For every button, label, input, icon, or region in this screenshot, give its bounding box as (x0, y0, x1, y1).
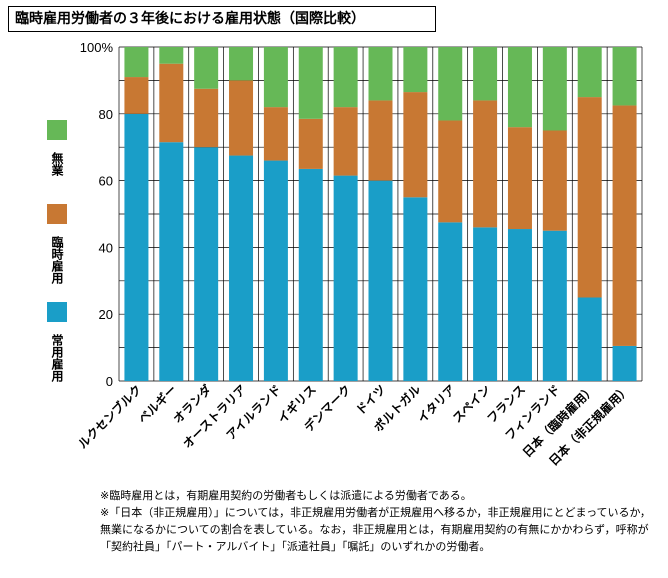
bar-segment-s1-c8 (403, 92, 428, 198)
y-tick-label: 80 (99, 107, 113, 122)
bar-segment-s2-c14 (612, 47, 637, 106)
x-tick-label: イタリア (415, 382, 459, 426)
bar-segment-s1-c3 (229, 80, 254, 156)
bar-segment-s1-c12 (542, 130, 567, 231)
bar-segment-s2-c5 (298, 47, 323, 119)
bar-segment-s1-c1 (159, 63, 184, 143)
footnote-2: ※「日本（非正規雇用）」については，非正規雇用労働者が正規雇用へ移るか，非正規雇… (100, 506, 651, 553)
bar-segment-s0-c4 (263, 160, 288, 381)
bar-segment-s2-c4 (263, 47, 288, 108)
bar-segment-s2-c9 (438, 47, 463, 121)
bar-segment-s1-c6 (333, 107, 358, 176)
bar-segment-s1-c11 (507, 127, 532, 230)
bar-segment-s0-c10 (473, 227, 498, 381)
y-axis: 0 20 40 60 80 100% (80, 40, 114, 389)
y-tick-label: 40 (99, 240, 113, 255)
bar-segment-s1-c5 (298, 118, 323, 169)
bar-segment-s1-c7 (368, 100, 393, 181)
bar-segment-s2-c11 (507, 47, 532, 128)
legend-swatch (47, 204, 67, 224)
y-tick-label: 60 (99, 174, 113, 189)
bar-segment-s2-c2 (194, 47, 219, 89)
legend-label: 無業 (50, 151, 64, 177)
bar-segment-s2-c1 (159, 47, 184, 64)
bar-segment-s1-c2 (194, 88, 219, 148)
bar-segment-s1-c4 (263, 107, 288, 161)
bar-segment-s0-c13 (577, 297, 602, 381)
bar-segment-s0-c5 (298, 168, 323, 381)
legend-swatch (47, 120, 67, 140)
bar-segment-s2-c6 (333, 47, 358, 108)
footnotes: ※臨時雇用とは，有期雇用契約の労働者もしくは派遣による労働者である。 ※「日本（… (100, 487, 660, 555)
x-tick-label: ルクセンブルク (75, 382, 145, 452)
bar-segment-s0-c12 (542, 230, 567, 381)
bar-segment-s1-c14 (612, 105, 637, 346)
legend-swatch (47, 302, 67, 322)
bar-segment-s1-c9 (438, 120, 463, 223)
stacked-bar-chart: 0 20 40 60 80 100% ルクセンブルクベルギーオランダオーストラリアアイルラ… (47, 40, 643, 469)
bar-segment-s0-c9 (438, 222, 463, 381)
y-tick-label: 0 (106, 374, 113, 389)
bar-segment-s0-c1 (159, 142, 184, 381)
bar-segment-s0-c6 (333, 175, 358, 381)
y-tick-label: 100% (80, 40, 114, 55)
bars (124, 47, 637, 382)
legend-label: 臨時雇用 (50, 235, 64, 285)
footnote-1: ※臨時雇用とは，有期雇用契約の労働者もしくは派遣による労働者である。 (100, 489, 472, 502)
bar-segment-s0-c14 (612, 345, 637, 381)
bar-segment-s2-c7 (368, 47, 393, 101)
bar-segment-s0-c0 (124, 113, 149, 382)
y-tick-label: 20 (99, 307, 113, 322)
bar-segment-s2-c12 (542, 47, 567, 131)
bar-segment-s0-c11 (507, 229, 532, 381)
bar-segment-s2-c3 (229, 47, 254, 81)
chart-title: 臨時雇用労働者の３年後における雇用状態（国際比較） (8, 6, 436, 32)
bar-segment-s0-c3 (229, 155, 254, 381)
bar-segment-s2-c8 (403, 47, 428, 93)
bar-segment-s2-c10 (473, 47, 498, 101)
bar-segment-s0-c8 (403, 197, 428, 381)
bar-segment-s0-c7 (368, 180, 393, 381)
legend-label: 常用雇用 (50, 333, 64, 383)
bar-segment-s0-c2 (194, 147, 219, 381)
bar-segment-s1-c0 (124, 77, 149, 114)
bar-segment-s1-c13 (577, 97, 602, 298)
bar-segment-s1-c10 (473, 100, 498, 228)
bar-segment-s2-c0 (124, 47, 149, 78)
bar-segment-s2-c13 (577, 47, 602, 98)
